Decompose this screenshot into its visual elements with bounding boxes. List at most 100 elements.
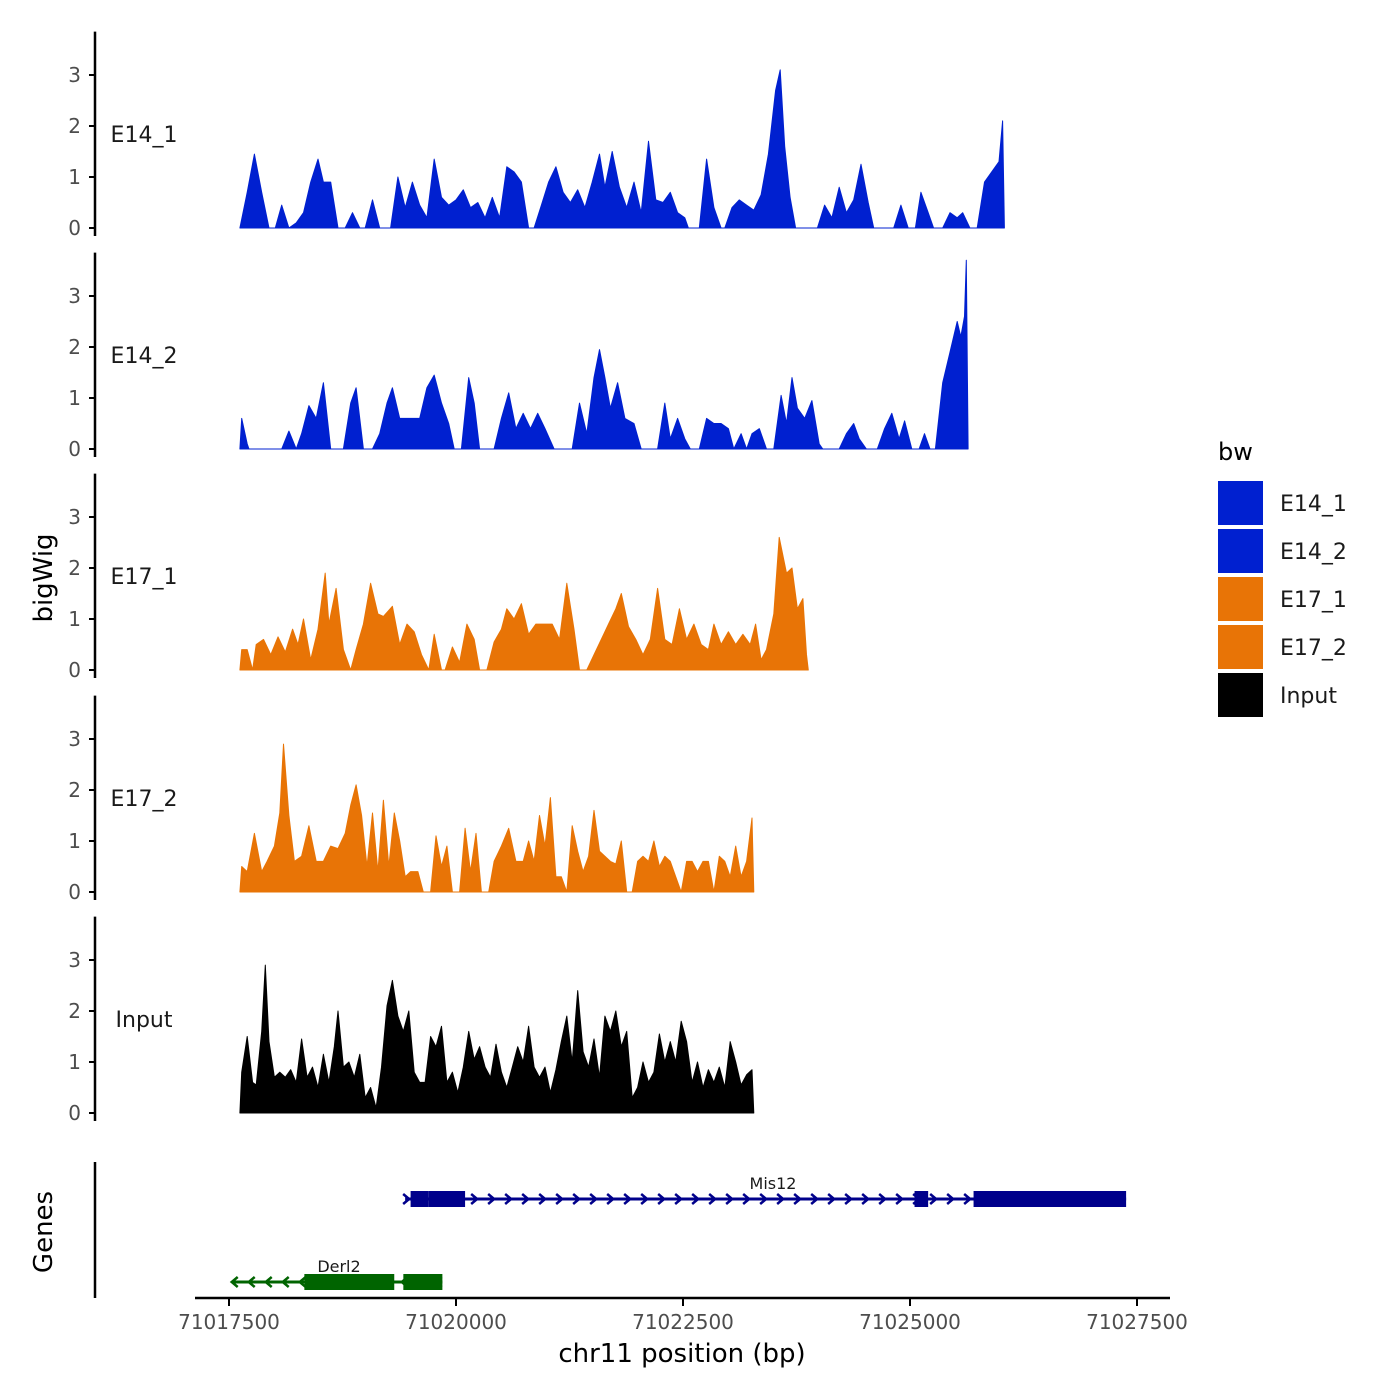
strand-arrow (793, 1193, 803, 1205)
track-label: E14_1 (111, 123, 178, 148)
strand-arrow (504, 1193, 514, 1205)
y-tick-label: 0 (68, 880, 81, 904)
track-label: E17_1 (111, 565, 178, 590)
gene-label: Mis12 (750, 1174, 797, 1193)
strand-arrow (263, 1276, 273, 1288)
strand-arrow (589, 1193, 599, 1205)
y-tick-label: 1 (68, 829, 81, 853)
strand-arrow (708, 1193, 718, 1205)
strand-arrow (229, 1276, 239, 1288)
track-label: E14_2 (111, 344, 178, 369)
track-input: 0 1 2 3 Input (68, 916, 755, 1125)
legend-swatch-e17-2 (1218, 625, 1263, 669)
strand-arrow (844, 1193, 854, 1205)
gene-exon (410, 1191, 429, 1207)
strand-arrow (810, 1193, 820, 1205)
gene-mis12: Mis12 (402, 1174, 1127, 1207)
coverage-area-input (239, 964, 755, 1114)
genes-track: Mis12 Derl2 (93, 1162, 1127, 1298)
strand-arrow (470, 1193, 480, 1205)
x-tick-label: 71027500 (1086, 1310, 1188, 1334)
gene-derl2: Derl2 (229, 1257, 443, 1290)
strand-arrow (555, 1193, 565, 1205)
genes-track-label: Genes (29, 1191, 59, 1273)
gene-exon (304, 1274, 395, 1290)
strand-arrow (297, 1276, 307, 1288)
coverage-area-e17-1 (239, 536, 809, 671)
strand-arrow (742, 1193, 752, 1205)
x-tick-label: 71025000 (859, 1310, 961, 1334)
y-tick-label: 2 (68, 335, 81, 359)
coverage-area-e14-1 (239, 69, 1005, 229)
gene-label: Derl2 (317, 1257, 360, 1276)
y-tick-label: 3 (68, 948, 81, 972)
y-tick-label: 2 (68, 556, 81, 580)
y-tick-label: 2 (68, 114, 81, 138)
x-tick-label: 71020000 (405, 1310, 507, 1334)
strand-arrow (521, 1193, 531, 1205)
coverage-area-e17-2 (239, 743, 755, 893)
x-axis: 71017500 71020000 71022500 71025000 71027500 (178, 1296, 1188, 1334)
strand-arrow (963, 1193, 973, 1205)
y-tick-label: 1 (68, 1050, 81, 1074)
y-tick-label: 0 (68, 1101, 81, 1125)
gene-exon (428, 1191, 466, 1207)
strand-arrow (827, 1193, 837, 1205)
strand-arrow (861, 1193, 871, 1205)
legend-label-e17-2: E17_2 (1280, 636, 1347, 661)
strand-arrow (280, 1276, 290, 1288)
strand-arrow (487, 1193, 497, 1205)
legend-label-input: Input (1280, 684, 1337, 709)
strand-arrow (776, 1193, 786, 1205)
strand-arrow (759, 1193, 769, 1205)
y-tick-label: 3 (68, 284, 81, 308)
strand-arrow (725, 1193, 735, 1205)
strand-arrow (929, 1193, 939, 1205)
strand-arrow (691, 1193, 701, 1205)
gene-exon (973, 1191, 1127, 1207)
strand-arrow (572, 1193, 582, 1205)
legend-swatch-e14-1 (1218, 481, 1263, 525)
y-tick-label: 3 (68, 505, 81, 529)
strand-arrow (946, 1193, 956, 1205)
strand-arrow (606, 1193, 616, 1205)
strand-arrow (538, 1193, 548, 1205)
strand-arrow (623, 1193, 633, 1205)
track-e14-1: 0 1 2 3 E14_1 (68, 31, 1005, 240)
track-label: Input (116, 1008, 173, 1033)
y-tick-label: 3 (68, 63, 81, 87)
legend-label-e14-2: E14_2 (1280, 540, 1347, 565)
x-tick-label: 71022500 (632, 1310, 734, 1334)
strand-arrow (246, 1276, 256, 1288)
coverage-tracks: 0 1 2 3 E14_1 0 1 2 3 E14_2 0 1 2 3 E17_1 0 1 2 3 E17_2 0 1 2 3… (68, 31, 1005, 1125)
legend-label-e17-1: E17_1 (1280, 588, 1347, 613)
gene-exon (914, 1191, 929, 1207)
y-tick-label: 1 (68, 165, 81, 189)
track-label: E17_2 (111, 787, 178, 812)
legend: bw E14_1 E14_2 E17_1 E17_2 Input (1218, 438, 1347, 717)
y-tick-label: 0 (68, 216, 81, 240)
y-tick-label: 0 (68, 658, 81, 682)
legend-swatch-e14-2 (1218, 529, 1263, 573)
strand-arrow (402, 1193, 412, 1205)
coverage-area-e14-2 (239, 259, 969, 450)
y-tick-label: 1 (68, 607, 81, 631)
y-axis-label: bigWig (29, 533, 59, 622)
strand-arrow (640, 1193, 650, 1205)
y-tick-label: 0 (68, 437, 81, 461)
track-e17-1: 0 1 2 3 E17_1 (68, 473, 809, 682)
x-tick-label: 71017500 (178, 1310, 280, 1334)
legend-swatch-input (1218, 673, 1263, 717)
legend-title: bw (1218, 438, 1253, 466)
strand-arrow (878, 1193, 888, 1205)
gene-exon (403, 1274, 443, 1290)
strand-arrow (895, 1193, 905, 1205)
legend-label-e14-1: E14_1 (1280, 492, 1347, 517)
y-tick-label: 2 (68, 778, 81, 802)
x-axis-label: chr11 position (bp) (558, 1339, 805, 1369)
y-tick-label: 1 (68, 386, 81, 410)
strand-arrow (674, 1193, 684, 1205)
y-tick-label: 3 (68, 727, 81, 751)
